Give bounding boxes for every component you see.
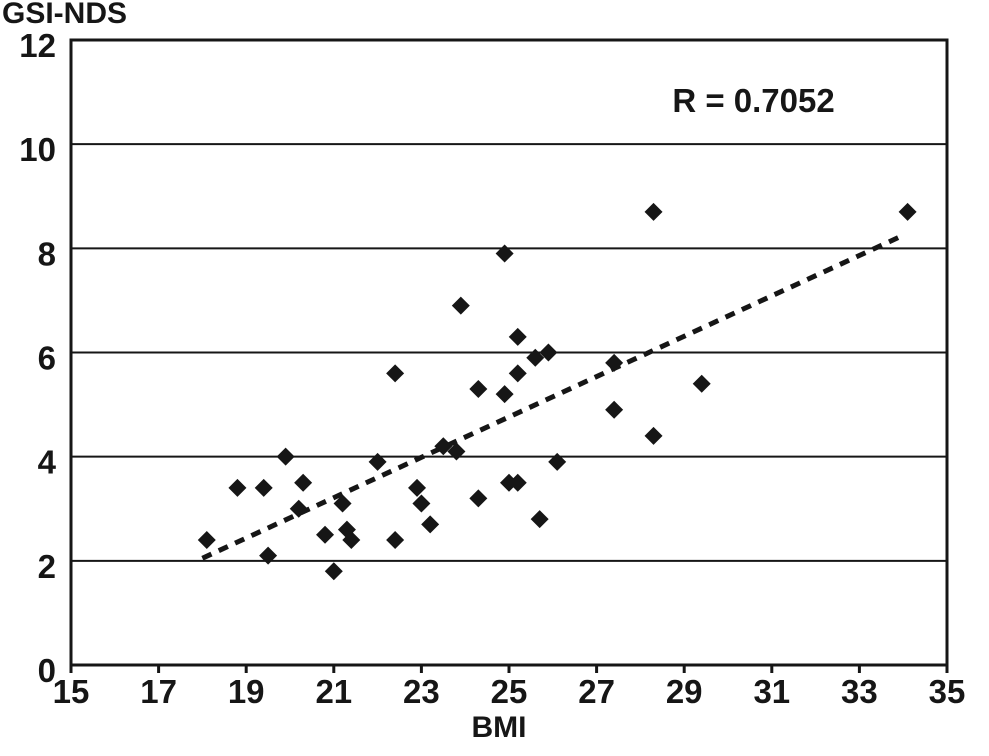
y-tick-label: 6 — [38, 340, 56, 377]
y-tick-label: 12 — [19, 27, 56, 64]
x-axis-title: BMI — [471, 711, 527, 744]
data-point — [451, 296, 470, 315]
x-tick-label: 15 — [53, 673, 90, 710]
data-point — [408, 478, 427, 497]
data-point — [539, 343, 558, 362]
data-point — [644, 426, 663, 445]
data-point — [548, 452, 567, 471]
data-point — [386, 364, 405, 383]
data-point — [469, 489, 488, 508]
x-tick-label: 29 — [666, 673, 703, 710]
data-point — [692, 374, 711, 393]
x-tick-label: 27 — [578, 673, 615, 710]
y-tick-label: 10 — [19, 131, 56, 168]
y-tick-label: 0 — [38, 652, 56, 689]
data-point — [197, 531, 216, 549]
data-point — [530, 510, 549, 529]
y-tick-label: 4 — [38, 444, 57, 481]
x-tick-label: 33 — [841, 673, 878, 710]
data-point — [469, 379, 488, 398]
x-tick-label: 19 — [228, 673, 265, 710]
data-point — [333, 494, 352, 513]
data-point — [259, 546, 278, 565]
data-point — [495, 244, 514, 263]
x-tick-label: 25 — [491, 673, 528, 710]
data-point — [898, 202, 917, 221]
y-axis-title: GSI-NDS — [2, 0, 128, 30]
data-point — [644, 202, 663, 221]
data-point — [605, 400, 624, 419]
y-tick-label: 2 — [38, 548, 56, 585]
data-point — [386, 531, 405, 549]
x-tick-label: 35 — [929, 673, 966, 710]
data-point — [434, 437, 453, 456]
data-point — [447, 442, 466, 461]
x-tick-label: 21 — [315, 673, 352, 710]
data-point — [526, 348, 545, 367]
trend-line — [201, 233, 905, 561]
x-tick-label: 23 — [403, 673, 440, 710]
data-point — [294, 473, 313, 492]
data-point — [254, 478, 273, 497]
x-tick-label: 31 — [753, 673, 790, 710]
data-point — [342, 531, 361, 549]
data-point — [508, 327, 527, 346]
data-point — [368, 452, 387, 471]
data-point — [508, 473, 527, 492]
correlation-annotation: R = 0.7052 — [672, 82, 835, 119]
data-point — [605, 353, 624, 372]
data-point — [412, 494, 431, 513]
data-point — [289, 499, 308, 518]
data-point — [228, 478, 247, 497]
data-point — [495, 385, 514, 404]
data-point — [324, 562, 343, 581]
data-point — [276, 447, 295, 466]
data-point — [316, 525, 335, 544]
x-tick-label: 17 — [140, 673, 177, 710]
data-point — [421, 515, 440, 534]
y-tick-label: 8 — [38, 235, 56, 272]
data-point — [508, 364, 527, 383]
